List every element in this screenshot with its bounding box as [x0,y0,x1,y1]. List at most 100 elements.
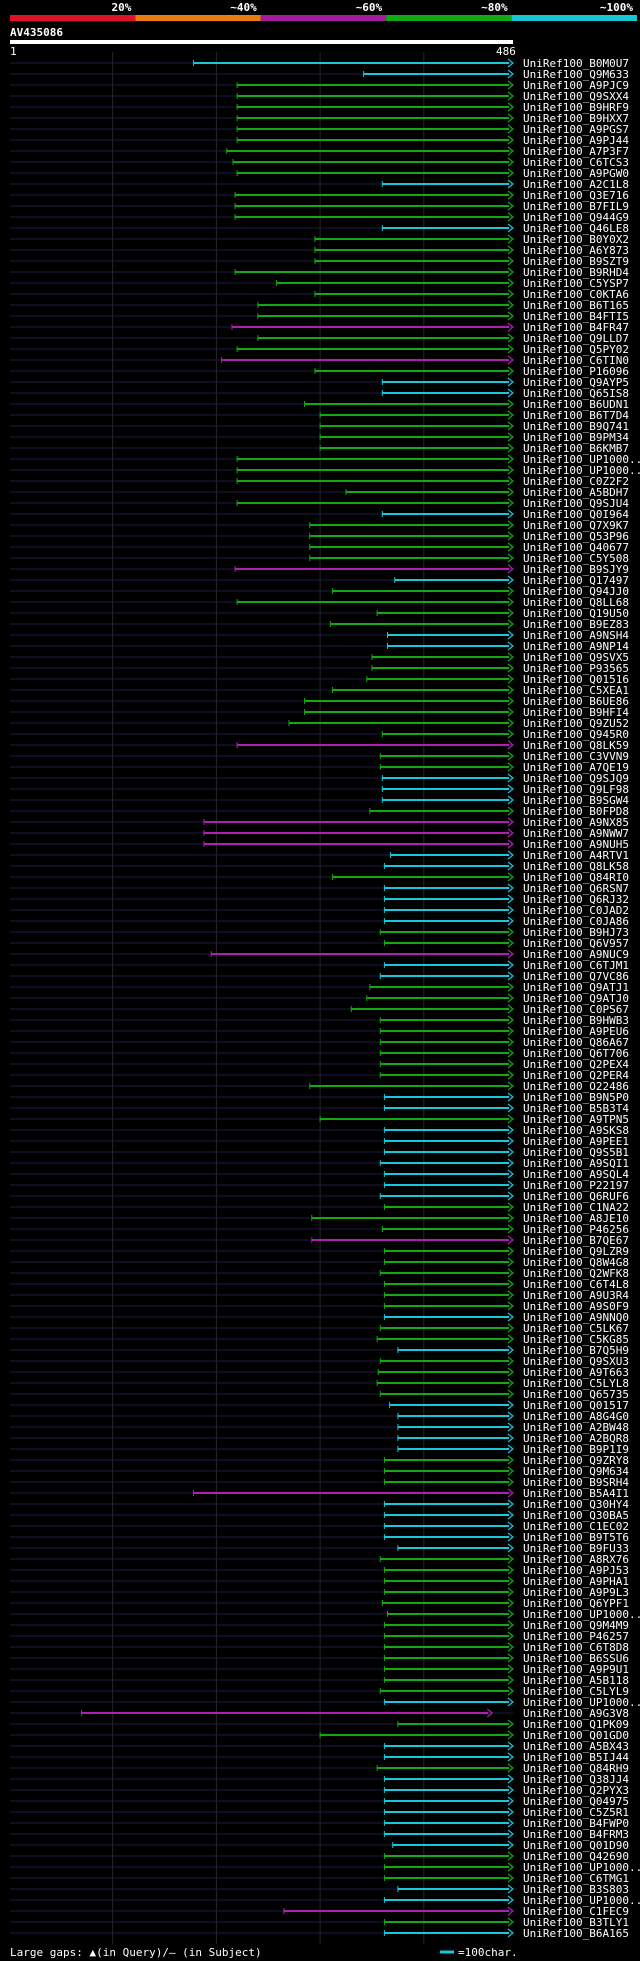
hit-label[interactable]: UniRef100_A8JE10 [523,1212,629,1225]
hit-label[interactable]: UniRef100_B9PM34 [523,431,629,444]
hit-label[interactable]: UniRef100_B9SRH4 [523,1476,629,1489]
hit-label[interactable]: UniRef100_B3S803 [523,1883,629,1896]
hit-label[interactable]: UniRef100_B9HWB3 [523,1014,629,1027]
hit-row[interactable]: UniRef100_B9P1I9 [10,1443,629,1456]
hit-label[interactable]: UniRef100_C1FEC9 [523,1905,629,1918]
hit-row[interactable]: UniRef100_A9PJ44 [10,134,629,147]
hit-row[interactable]: UniRef100_Q30BA5 [10,1509,629,1522]
hit-row[interactable]: UniRef100_C6TIN0 [10,354,629,367]
hit-label[interactable]: UniRef100_A5BX43 [523,1740,629,1753]
hit-row[interactable]: UniRef100_Q9M634 [10,1465,629,1478]
hit-row[interactable]: UniRef100_A9NUC9 [10,948,629,961]
hit-label[interactable]: UniRef100_B9P1I9 [523,1443,629,1456]
hit-label[interactable]: UniRef100_Q6T706 [523,1047,629,1060]
hit-label[interactable]: UniRef100_B0FPD8 [523,805,629,818]
hit-label[interactable]: UniRef100_B5IJ44 [523,1751,629,1764]
hit-label[interactable]: UniRef100_Q9ATJ1 [523,981,629,994]
hit-label[interactable]: UniRef100_UP1000.. [523,1894,640,1907]
hit-label[interactable]: UniRef100_C0Z2F2 [523,475,629,488]
hit-label[interactable]: UniRef100_A7QE19 [523,761,629,774]
hit-row[interactable]: UniRef100_B6T7D4 [10,409,629,422]
hit-label[interactable]: UniRef100_Q5PY02 [523,343,629,356]
hit-label[interactable]: UniRef100_Q8LL68 [523,596,629,609]
hit-row[interactable]: UniRef100_Q6T706 [10,1047,629,1060]
hit-row[interactable]: UniRef100_B9PM34 [10,431,629,444]
hit-row[interactable]: UniRef100_Q01517 [10,1399,629,1412]
hit-row[interactable]: UniRef100_Q38JJ4 [10,1773,629,1786]
hit-row[interactable]: UniRef100_Q94JJ0 [10,585,629,598]
hit-label[interactable]: UniRef100_Q2PYX3 [523,1784,629,1797]
hit-label[interactable]: UniRef100_C1EC02 [523,1520,629,1533]
hit-row[interactable]: UniRef100_Q9LZR9 [10,1245,629,1258]
hit-row[interactable]: UniRef100_Q17497 [10,574,629,587]
hit-label[interactable]: UniRef100_Q65735 [523,1388,629,1401]
hit-row[interactable]: UniRef100_Q9LF98 [10,783,629,796]
hit-row[interactable]: UniRef100_Q9SXU3 [10,1355,629,1368]
hit-label[interactable]: UniRef100_Q944G9 [523,211,629,224]
hit-row[interactable]: UniRef100_B3S803 [10,1883,629,1896]
hit-row[interactable]: UniRef100_B9HJ73 [10,926,629,939]
hit-label[interactable]: UniRef100_C0PS67 [523,1003,629,1016]
hit-label[interactable]: UniRef100_A9PJ53 [523,1564,629,1577]
hit-label[interactable]: UniRef100_Q9LF98 [523,783,629,796]
hit-label[interactable]: UniRef100_C6T8D8 [523,1641,629,1654]
hit-row[interactable]: UniRef100_B9SZT9 [10,255,629,268]
hit-row[interactable]: UniRef100_Q9LLD7 [10,332,629,345]
hit-row[interactable]: UniRef100_UP1000.. [10,1696,640,1709]
hit-label[interactable]: UniRef100_B9T5T6 [523,1531,629,1544]
hit-label[interactable]: UniRef100_Q9SJQ9 [523,772,629,785]
hit-row[interactable]: UniRef100_Q6V957 [10,937,629,950]
hit-row[interactable]: UniRef100_C6TMG1 [10,1872,629,1885]
hit-row[interactable]: UniRef100_Q9ZRY8 [10,1454,629,1467]
hit-row[interactable]: UniRef100_Q6YPF1 [10,1597,629,1610]
hit-label[interactable]: UniRef100_Q7X9K7 [523,519,629,532]
hit-row[interactable]: UniRef100_A9G3V8 [10,1707,629,1720]
hit-label[interactable]: UniRef100_Q2PER4 [523,1069,629,1082]
hit-label[interactable]: UniRef100_P93565 [523,662,629,675]
hit-label[interactable]: UniRef100_A8G4G0 [523,1410,629,1423]
hit-row[interactable]: UniRef100_B9SGW4 [10,794,629,807]
hit-row[interactable]: UniRef100_C5Y508 [10,552,629,565]
hit-label[interactable]: UniRef100_Q9M4M9 [523,1619,629,1632]
hit-row[interactable]: UniRef100_Q944G9 [10,211,629,224]
hit-label[interactable]: UniRef100_A9NP14 [523,640,629,653]
hit-label[interactable]: UniRef100_Q84RH9 [523,1762,629,1775]
hit-row[interactable]: UniRef100_A9SQL4 [10,1168,629,1181]
hit-row[interactable]: UniRef100_B5B3T4 [10,1102,629,1115]
hit-label[interactable]: UniRef100_Q2PEX4 [523,1058,629,1071]
hit-label[interactable]: UniRef100_B9HRF9 [523,101,629,114]
hit-label[interactable]: UniRef100_O22486 [523,1080,629,1093]
hit-label[interactable]: UniRef100_A9G3V8 [523,1707,629,1720]
hit-label[interactable]: UniRef100_B0M0U7 [523,57,629,70]
hit-label[interactable]: UniRef100_B5A4I1 [523,1487,629,1500]
hit-label[interactable]: UniRef100_P46256 [523,1223,629,1236]
hit-row[interactable]: UniRef100_C1FEC9 [10,1905,629,1918]
hit-row[interactable]: UniRef100_Q3E716 [10,189,629,202]
hit-label[interactable]: UniRef100_C0JAD2 [523,904,629,917]
hit-row[interactable]: UniRef100_B9HFI4 [10,706,629,719]
hit-row[interactable]: UniRef100_A6Y873 [10,244,629,257]
hit-row[interactable]: UniRef100_Q9SVX5 [10,651,629,664]
hit-label[interactable]: UniRef100_A6Y873 [523,244,629,257]
hit-row[interactable]: UniRef100_Q6RJ32 [10,893,629,906]
hit-row[interactable]: UniRef100_Q9SJQ9 [10,772,629,785]
hit-row[interactable]: UniRef100_A8JE10 [10,1212,629,1225]
hit-row[interactable]: UniRef100_Q9AYP5 [10,376,629,389]
hit-label[interactable]: UniRef100_A9PGW0 [523,167,629,180]
hit-label[interactable]: UniRef100_Q9M634 [523,1465,629,1478]
hit-row[interactable]: UniRef100_Q9S5B1 [10,1146,629,1159]
hit-row[interactable]: UniRef100_B9EZ83 [10,618,629,631]
hit-row[interactable]: UniRef100_Q9ZU52 [10,717,629,730]
hit-row[interactable]: UniRef100_Q65735 [10,1388,629,1401]
hit-label[interactable]: UniRef100_UP1000.. [523,453,640,466]
hit-row[interactable]: UniRef100_A9NWW7 [10,827,629,840]
hit-row[interactable]: UniRef100_C6T8D8 [10,1641,629,1654]
hit-row[interactable]: UniRef100_Q2PYX3 [10,1784,629,1797]
hit-label[interactable]: UniRef100_Q9LLD7 [523,332,629,345]
hit-row[interactable]: UniRef100_C5KG85 [10,1333,629,1346]
hit-label[interactable]: UniRef100_UP1000.. [523,1608,640,1621]
hit-row[interactable]: UniRef100_C5YSP7 [10,277,629,290]
hit-row[interactable]: UniRef100_B5IJ44 [10,1751,629,1764]
hit-row[interactable]: UniRef100_Q86A67 [10,1036,629,1049]
hit-label[interactable]: UniRef100_Q42690 [523,1850,629,1863]
